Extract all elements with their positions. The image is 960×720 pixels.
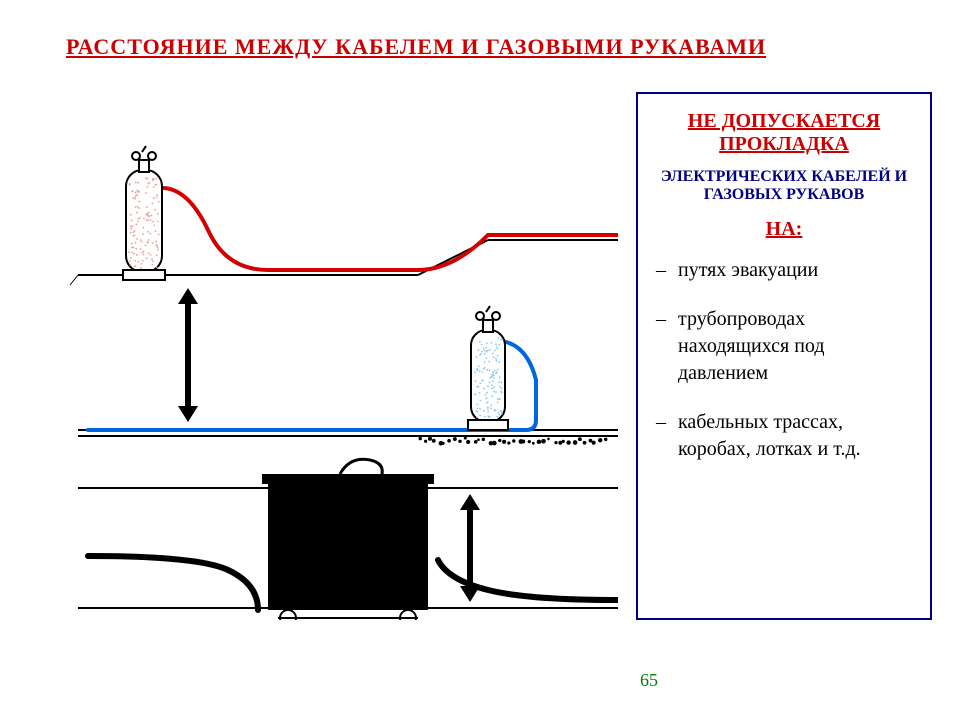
bullet-dash-icon: – <box>656 257 678 284</box>
infobox-item: –трубопроводах находящихся под давлением <box>656 306 912 387</box>
schematic-diagram <box>58 80 618 620</box>
bullet-dash-icon: – <box>656 409 678 463</box>
infobox-item-text: путях эвакуации <box>678 257 818 284</box>
diagram-svg <box>58 80 618 620</box>
infobox-item: –кабельных трассах, коробах, лотках и т.… <box>656 409 912 463</box>
infobox-item-text: трубопроводах находящихся под давлением <box>678 306 912 387</box>
page-title: РАССТОЯНИЕ МЕЖДУ КАБЕЛЕМ И ГАЗОВЫМИ РУКА… <box>66 34 766 60</box>
restrictions-panel: НЕ ДОПУСКАЕТСЯ ПРОКЛАДКА ЭЛЕКТРИЧЕСКИХ К… <box>636 92 932 620</box>
infobox-heading-3: НА: <box>656 218 912 241</box>
bullet-dash-icon: – <box>656 306 678 387</box>
infobox-heading-2: ЭЛЕКТРИЧЕСКИХ КАБЕЛЕЙ И ГАЗОВЫХ РУКАВОВ <box>656 168 912 204</box>
infobox-item: –путях эвакуации <box>656 257 912 284</box>
infobox-item-text: кабельных трассах, коробах, лотках и т.д… <box>678 409 912 463</box>
page-number: 65 <box>640 670 658 691</box>
infobox-items: –путях эвакуации–трубопроводах находящих… <box>656 257 912 463</box>
infobox-heading-1: НЕ ДОПУСКАЕТСЯ ПРОКЛАДКА <box>656 110 912 156</box>
